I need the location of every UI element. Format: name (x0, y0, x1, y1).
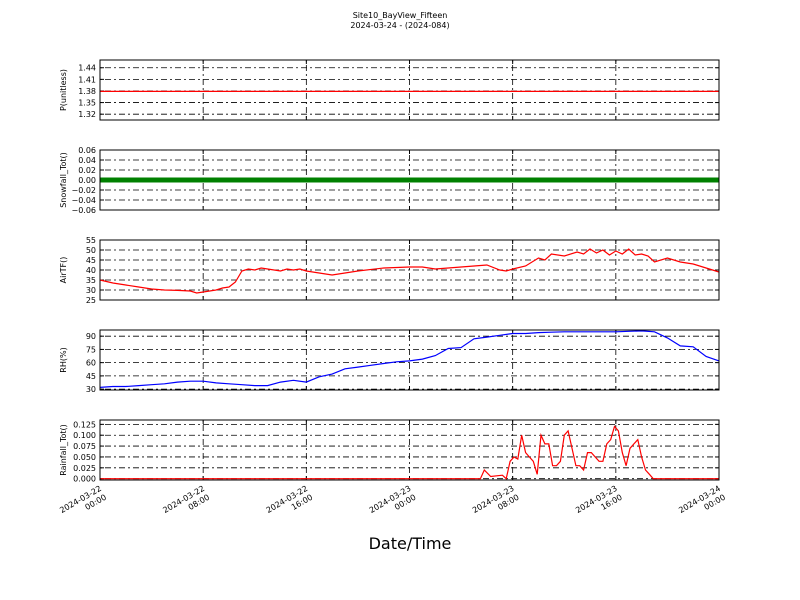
x-tick-label: 2024-03-2208:00 (161, 484, 211, 524)
x-tick-label: 2024-03-2308:00 (471, 484, 521, 524)
panel-5: 0.125 0.100 0.075 0.050 0.025 0.000 Rainfall_T… (59, 419, 720, 484)
y-tick-label: 0.050 (73, 453, 96, 462)
panel-frame (99, 239, 720, 301)
y-tick-label: 75 (86, 345, 96, 354)
panel-2: 0.060.040.020.00−0.02−0.04−0.06Snowfall_… (59, 146, 720, 215)
panel-frame (99, 329, 720, 391)
panel-4: 90 75 60 45 30 RH(%) (59, 329, 720, 394)
y-tick-label: 30 (86, 385, 96, 394)
chart-subtitle: 2024-03-24 - (2024-084) (350, 21, 450, 30)
y-tick-label: 1.32 (78, 110, 96, 119)
y-axis-label: RH(%) (59, 347, 68, 372)
y-tick-label: −0.02 (71, 186, 96, 195)
series-line (99, 330, 720, 388)
x-tick-label: 2024-03-2400:00 (677, 484, 727, 524)
y-axis-label: Rainfall_Tot() (59, 424, 68, 476)
y-tick-label: 1.41 (78, 75, 96, 84)
panel-1: 1.44 1.41 1.38 1.35 1.32 P(unitless) (59, 59, 720, 121)
y-axis-label: P(unitless) (59, 69, 68, 111)
y-tick-label: 0.125 (73, 420, 96, 429)
y-tick-label: 35 (86, 276, 96, 285)
y-tick-label: 0.000 (73, 475, 96, 484)
x-tick-label: 2024-03-2300:00 (368, 484, 418, 524)
panel-frame (99, 149, 720, 211)
y-tick-label: 55 (86, 236, 96, 245)
panel-frame (99, 59, 720, 121)
y-axis-label: Snowfall_Tot() (59, 152, 68, 208)
y-tick-label: 0.04 (78, 156, 96, 165)
y-tick-label: 40 (86, 266, 96, 275)
y-tick-label: 1.35 (78, 99, 96, 108)
y-tick-label: 0.100 (73, 431, 96, 440)
y-axis-label: AirTF() (59, 257, 68, 284)
y-tick-label: 30 (86, 286, 96, 295)
y-tick-label: 0.02 (78, 166, 96, 175)
y-tick-label: −0.04 (71, 196, 96, 205)
y-tick-label: 0.025 (73, 464, 96, 473)
y-tick-label: 90 (86, 332, 96, 341)
x-tick-label: 2024-03-2216:00 (265, 484, 315, 524)
panel-frame (99, 419, 720, 481)
y-tick-label: −0.06 (71, 206, 96, 215)
y-tick-label: 0.06 (78, 146, 96, 155)
y-tick-label: 0.075 (73, 442, 96, 451)
y-tick-label: 25 (86, 296, 96, 305)
y-tick-label: 45 (86, 256, 96, 265)
x-tick-label: 2024-03-2316:00 (574, 484, 624, 524)
y-tick-label: 1.44 (78, 64, 96, 73)
x-axis-label: Date/Time (368, 534, 452, 553)
series-line (100, 425, 719, 480)
y-tick-label: 1.38 (78, 87, 96, 96)
y-tick-label: 60 (86, 359, 96, 368)
y-tick-label: 45 (86, 372, 96, 381)
y-tick-label: 0.00 (78, 176, 96, 185)
x-tick-label: 2024-03-2200:00 (58, 484, 108, 524)
series-line (99, 248, 720, 294)
y-tick-label: 50 (86, 246, 96, 255)
chart-title: Site10_BayView_Fifteen (352, 11, 448, 20)
